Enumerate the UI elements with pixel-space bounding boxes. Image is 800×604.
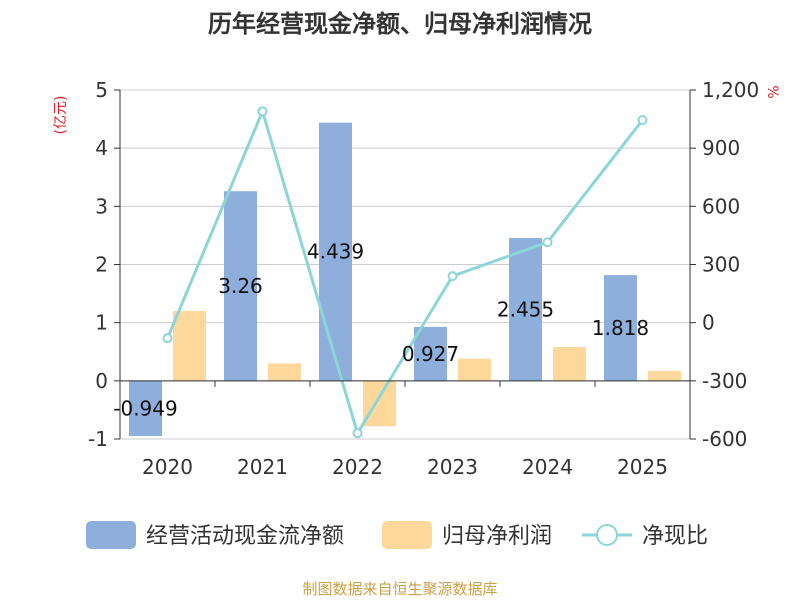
data-labels: -0.949 3.26 4.439 0.927 2.455 1.818	[113, 240, 649, 421]
axes	[119, 90, 691, 439]
cashflow-bar	[414, 326, 447, 381]
legend-net-profit-swatch	[382, 521, 432, 549]
left-tick-label: 4	[95, 136, 108, 160]
line-series	[162, 106, 648, 439]
cashflow-bar	[604, 275, 637, 381]
net-profit-bar	[363, 380, 396, 427]
left-axis-ticks: -1 0 1 2 3 4 5	[88, 78, 120, 451]
right-tick-label: 0	[702, 311, 715, 335]
legend-label: 归母净利润	[442, 524, 552, 549]
net-profit-bar	[648, 370, 681, 381]
legend-cashflow-swatch	[86, 521, 136, 549]
cashflow-bar	[129, 380, 162, 437]
cashflow-bar	[509, 238, 542, 381]
right-tick-label: -300	[702, 369, 747, 393]
cashflow-bar	[319, 122, 352, 381]
cashflow-data-label: 4.439	[307, 240, 364, 264]
net-cash-ratio-point	[447, 271, 458, 282]
right-tick-label: 300	[702, 253, 740, 277]
left-tick-label: 1	[95, 311, 108, 335]
left-tick-label: 5	[95, 78, 108, 102]
left-tick-label: 0	[95, 369, 108, 393]
x-axis-ticks: 2020 2021 2022 2023 2024 2025	[119, 380, 691, 479]
x-tick-label: 2020	[142, 455, 193, 479]
right-tick-label: -600	[702, 427, 747, 451]
net-profit-bar	[553, 347, 586, 381]
cashflow-data-label: -0.949	[113, 396, 177, 420]
legend-ratio-marker	[596, 524, 618, 546]
cashflow-data-label: 1.818	[592, 316, 649, 340]
legend: 经营活动现金流净额 归母净利润 净现比	[86, 521, 708, 549]
net-cash-ratio-point	[352, 428, 363, 439]
legend-label: 净现比	[642, 524, 708, 549]
left-tick-label: -1	[88, 427, 108, 451]
left-axis-unit-label: (亿元)	[53, 96, 69, 135]
x-tick-label: 2023	[427, 455, 478, 479]
source-note: 制图数据来自恒生聚源数据库	[302, 580, 497, 598]
net-cash-ratio-point	[162, 333, 173, 344]
right-tick-label: 600	[702, 194, 740, 218]
chart-title: 历年经营现金净额、归母净利润情况	[208, 10, 592, 38]
net-cash-ratio-point	[257, 106, 268, 117]
cashflow-data-label: 3.26	[218, 274, 263, 298]
net-cash-ratio-point	[637, 115, 648, 126]
left-tick-label: 2	[95, 253, 108, 277]
cashflow-data-label: 2.455	[497, 297, 554, 321]
right-tick-label: 900	[702, 136, 740, 160]
right-tick-label: 1,200	[702, 78, 759, 102]
x-tick-label: 2021	[237, 455, 288, 479]
left-tick-label: 3	[95, 194, 108, 218]
net-profit-bar	[268, 363, 301, 381]
right-axis-ticks: -600 -300 0 300 600 900 1,200	[690, 78, 759, 451]
legend-label: 经营活动现金流净额	[146, 524, 344, 549]
x-tick-label: 2025	[617, 455, 668, 479]
net-profit-bar	[173, 311, 206, 381]
x-tick-label: 2024	[522, 455, 573, 479]
net-profit-bar	[458, 358, 491, 381]
cashflow-bar	[224, 191, 257, 381]
right-axis-unit-label: %	[764, 85, 780, 98]
net-cash-ratio-line	[166, 106, 644, 437]
cashflow-data-label: 0.927	[402, 342, 459, 366]
net-cash-ratio-point	[542, 237, 553, 248]
x-tick-label: 2022	[332, 455, 383, 479]
bars	[129, 122, 681, 437]
